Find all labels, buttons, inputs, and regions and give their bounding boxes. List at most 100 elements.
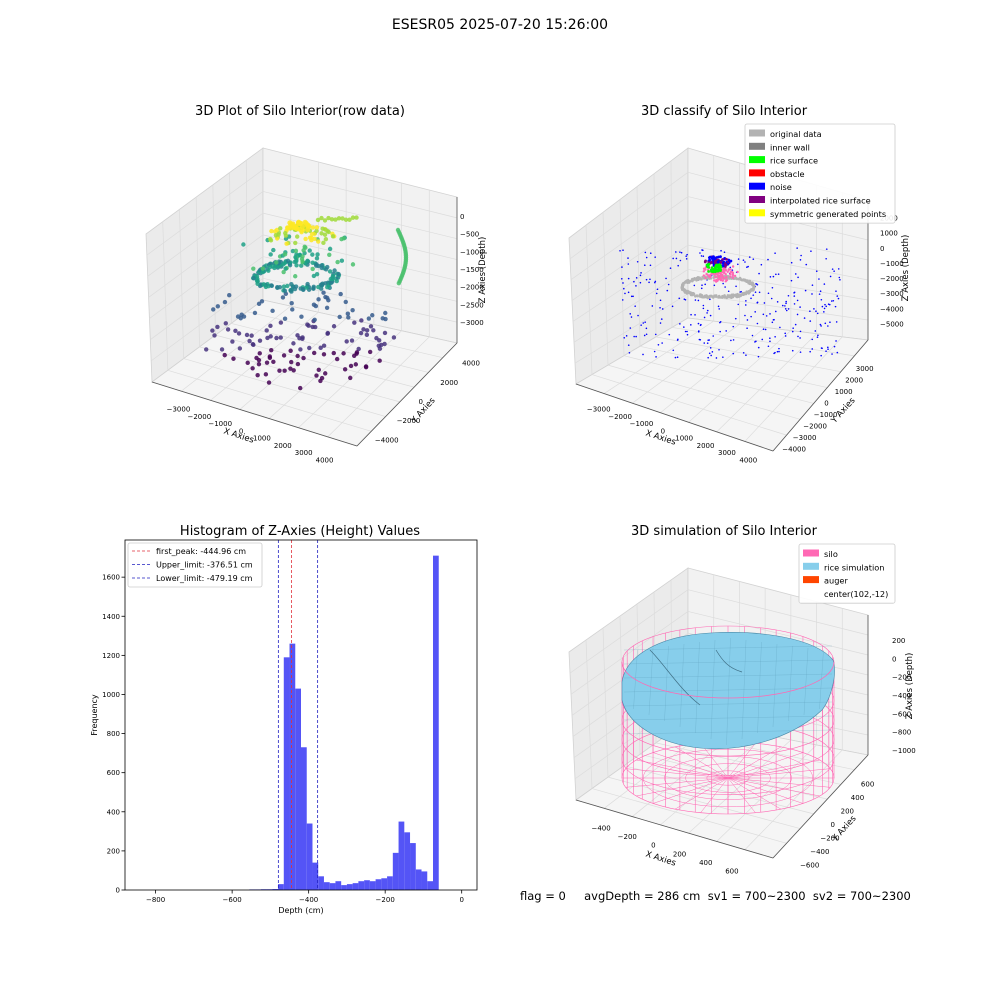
silo-floor-wire xyxy=(674,746,729,779)
scatter-point xyxy=(283,230,288,236)
rice-surface-point xyxy=(705,263,709,267)
cluster-point xyxy=(719,260,723,264)
inner-wall-point xyxy=(750,288,754,292)
scatter-point xyxy=(204,347,209,352)
inner-wall-point xyxy=(699,277,702,281)
noise-point xyxy=(674,356,677,359)
scatter-point xyxy=(302,244,307,250)
panel1-grid-line xyxy=(212,184,216,336)
scatter-point xyxy=(274,236,280,241)
scatter-point xyxy=(299,224,306,230)
panel2-title: 3D classify of Silo Interior xyxy=(640,104,808,119)
noise-point xyxy=(640,272,642,274)
scatter-point xyxy=(258,267,264,272)
histogram-bar xyxy=(341,885,347,890)
panel1-grid-line xyxy=(229,172,232,324)
noise-point xyxy=(820,325,822,327)
interpolated-point xyxy=(712,268,715,271)
scatter-point xyxy=(310,252,315,257)
inner-wall-point xyxy=(680,285,684,289)
noise-point xyxy=(690,324,692,326)
scatter-point xyxy=(303,225,308,230)
scatter-point xyxy=(314,228,319,234)
scatter-point xyxy=(319,286,324,291)
scatter-point xyxy=(266,284,271,289)
inner-wall-point xyxy=(751,282,754,286)
cluster-point xyxy=(717,261,721,265)
panel4-y-tick-label: −200 xyxy=(820,834,839,842)
inner-wall-point xyxy=(685,291,689,295)
inner-wall-point xyxy=(751,287,755,291)
panel2-axes-box: −3000−2000−100001000200030004000−4000−30… xyxy=(568,147,911,464)
noise-point xyxy=(815,270,818,273)
inner-wall-point xyxy=(751,288,755,291)
surface-mesh xyxy=(803,647,809,716)
noise-point xyxy=(621,266,623,268)
interpolated-point xyxy=(720,271,723,274)
panel2-x-tick-label: 0 xyxy=(661,427,665,435)
noise-point xyxy=(827,346,829,349)
panel2-grid-line xyxy=(687,196,869,241)
legend-label: Upper_limit: -376.51 cm xyxy=(156,561,253,570)
inner-wall-point xyxy=(705,277,708,280)
noise-point xyxy=(745,300,747,302)
scatter-point xyxy=(327,252,332,257)
scatter-point xyxy=(403,247,408,253)
cluster-point xyxy=(728,259,732,263)
noise-point xyxy=(659,299,662,302)
noise-point xyxy=(820,298,823,301)
cluster-point xyxy=(727,258,731,262)
interpolated-point xyxy=(731,274,735,277)
scatter-point xyxy=(402,266,407,271)
interpolated-point xyxy=(711,270,715,273)
cluster-point xyxy=(717,260,721,264)
panel1-y-tick-label: 0 xyxy=(419,398,423,406)
interpolated-point xyxy=(722,263,726,267)
noise-point xyxy=(706,279,708,281)
scatter-point xyxy=(301,355,306,361)
inner-wall-point xyxy=(751,283,755,287)
inner-wall-point xyxy=(700,295,703,298)
scatter-point xyxy=(318,282,324,287)
scatter-point xyxy=(265,266,270,272)
interpolated-point xyxy=(724,280,727,283)
noise-point xyxy=(697,331,700,333)
scatter-point xyxy=(311,273,317,279)
noise-point xyxy=(717,305,720,308)
inner-wall-point xyxy=(749,289,753,292)
panel1-x-tick-label: 2000 xyxy=(274,442,292,450)
panel2-x-tick-label: −2000 xyxy=(608,413,632,421)
inner-wall-point xyxy=(743,279,746,282)
panel2-y-axis-label: Y Axies xyxy=(829,395,858,426)
scatter-point xyxy=(292,286,298,292)
noise-point xyxy=(719,266,721,269)
inner-wall-point xyxy=(750,289,753,292)
noise-point xyxy=(811,338,814,341)
noise-point xyxy=(718,348,720,351)
cluster-point xyxy=(721,258,724,261)
scatter-point xyxy=(290,284,296,289)
panel4-z-tick-label: −1000 xyxy=(892,747,916,755)
panel2-legend-swatch xyxy=(749,142,765,150)
scatter-point xyxy=(301,287,306,292)
rice-surface-point xyxy=(712,269,716,273)
noise-point xyxy=(707,339,709,341)
noise-point xyxy=(654,280,657,283)
scatter-point xyxy=(306,287,312,292)
panel2-y-tick-label: −3000 xyxy=(793,434,817,442)
inner-wall-point xyxy=(724,277,727,280)
noise-point xyxy=(627,344,630,346)
noise-point xyxy=(823,283,826,285)
scatter-point xyxy=(354,351,359,356)
scatter-point xyxy=(319,263,324,268)
histogram-bar xyxy=(249,889,256,890)
scatter-point xyxy=(335,259,340,265)
cluster-point xyxy=(711,259,715,263)
scatter-point xyxy=(293,224,298,229)
scatter-point xyxy=(294,263,299,268)
scatter-point xyxy=(350,215,356,220)
scatter-point xyxy=(337,314,342,320)
noise-point xyxy=(719,321,721,324)
scatter-point xyxy=(348,375,353,381)
panel1-floor-pane xyxy=(151,299,458,447)
